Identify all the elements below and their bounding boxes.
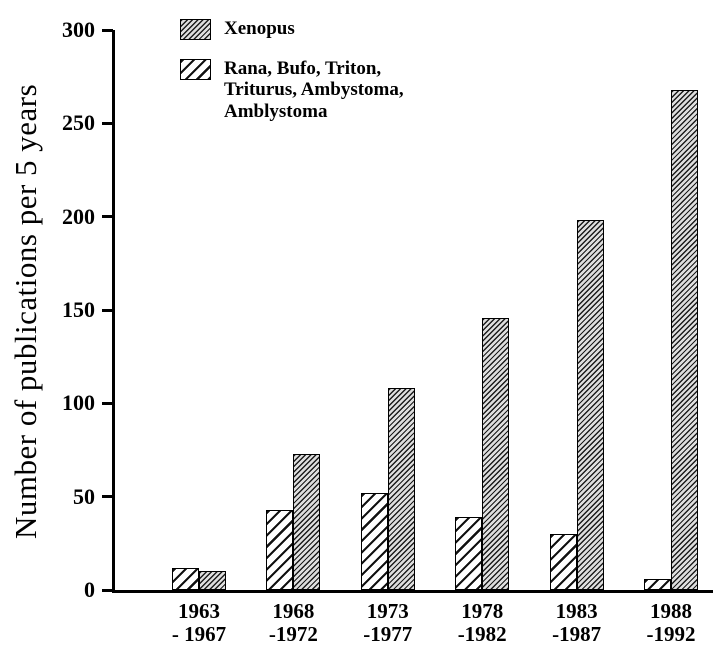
y-tick-50 xyxy=(102,495,113,499)
legend: Xenopus Rana, Bufo, Triton, Triturus, Am… xyxy=(180,18,404,122)
bar-rana-group-1968 xyxy=(266,509,294,590)
rana-hatch-swatch-icon xyxy=(180,59,211,80)
y-tick-label-200: 200 xyxy=(62,203,95,229)
legend-item-xenopus: Xenopus xyxy=(180,18,404,40)
legend-rana-line-1: Rana, Bufo, Triton, xyxy=(224,58,382,79)
bar-xenopus-1973 xyxy=(387,388,415,590)
y-tick-label-50: 50 xyxy=(73,483,95,509)
bar-xenopus-1988 xyxy=(671,89,698,590)
y-tick-0 xyxy=(102,588,113,592)
xenopus-hatch-swatch-icon xyxy=(180,19,211,40)
legend-item-rana-group: Rana, Bufo, Triton, Triturus, Ambystoma,… xyxy=(180,58,404,122)
y-tick-label-100: 100 xyxy=(62,390,95,416)
bar-xenopus-1963 xyxy=(199,571,226,590)
y-tick-label-150: 150 xyxy=(62,297,95,322)
y-tick-300 xyxy=(102,28,113,32)
bar-xenopus-1968 xyxy=(293,453,321,590)
bar-rana-group-1988 xyxy=(644,578,671,590)
x-axis-label-1988: 1988 -1992 xyxy=(646,599,696,647)
y-tick-200 xyxy=(102,215,113,219)
y-tick-label-300: 300 xyxy=(62,17,95,42)
bar-rana-group-1973 xyxy=(360,492,388,590)
x-axis-label-1968: 1968 -1972 xyxy=(268,599,318,647)
y-tick-label-250: 250 xyxy=(62,110,95,136)
y-tick-label-0: 0 xyxy=(84,577,95,602)
y-tick-150 xyxy=(102,308,113,312)
x-axis-label-1963: 1963 - 1967 xyxy=(171,599,227,647)
x-axis-label-1978: 1978 -1982 xyxy=(457,599,507,647)
bar-rana-group-1983 xyxy=(549,534,577,590)
y-tick-250 xyxy=(102,121,113,125)
plot-area: 0 50 100 150 200 250 300 1963 - 1967 1968 -1972 1… xyxy=(62,17,713,646)
x-axis-label-1973: 1973 -1977 xyxy=(363,599,413,647)
y-tick-100 xyxy=(102,401,113,405)
bar-rana-group-1963 xyxy=(172,567,199,590)
x-axis-label-1983: 1983 -1987 xyxy=(552,599,602,647)
legend-label-xenopus: Xenopus xyxy=(224,18,295,39)
bar-rana-group-1978 xyxy=(455,517,483,590)
legend-rana-line-3: Amblystoma xyxy=(224,100,328,122)
legend-rana-line-2: Triturus, Ambystoma, xyxy=(224,79,404,101)
legend-label-rana-group: Rana, Bufo, Triton, Triturus, Ambystoma,… xyxy=(224,58,404,122)
bar-xenopus-1983 xyxy=(576,220,604,590)
bar-xenopus-1978 xyxy=(482,317,510,590)
